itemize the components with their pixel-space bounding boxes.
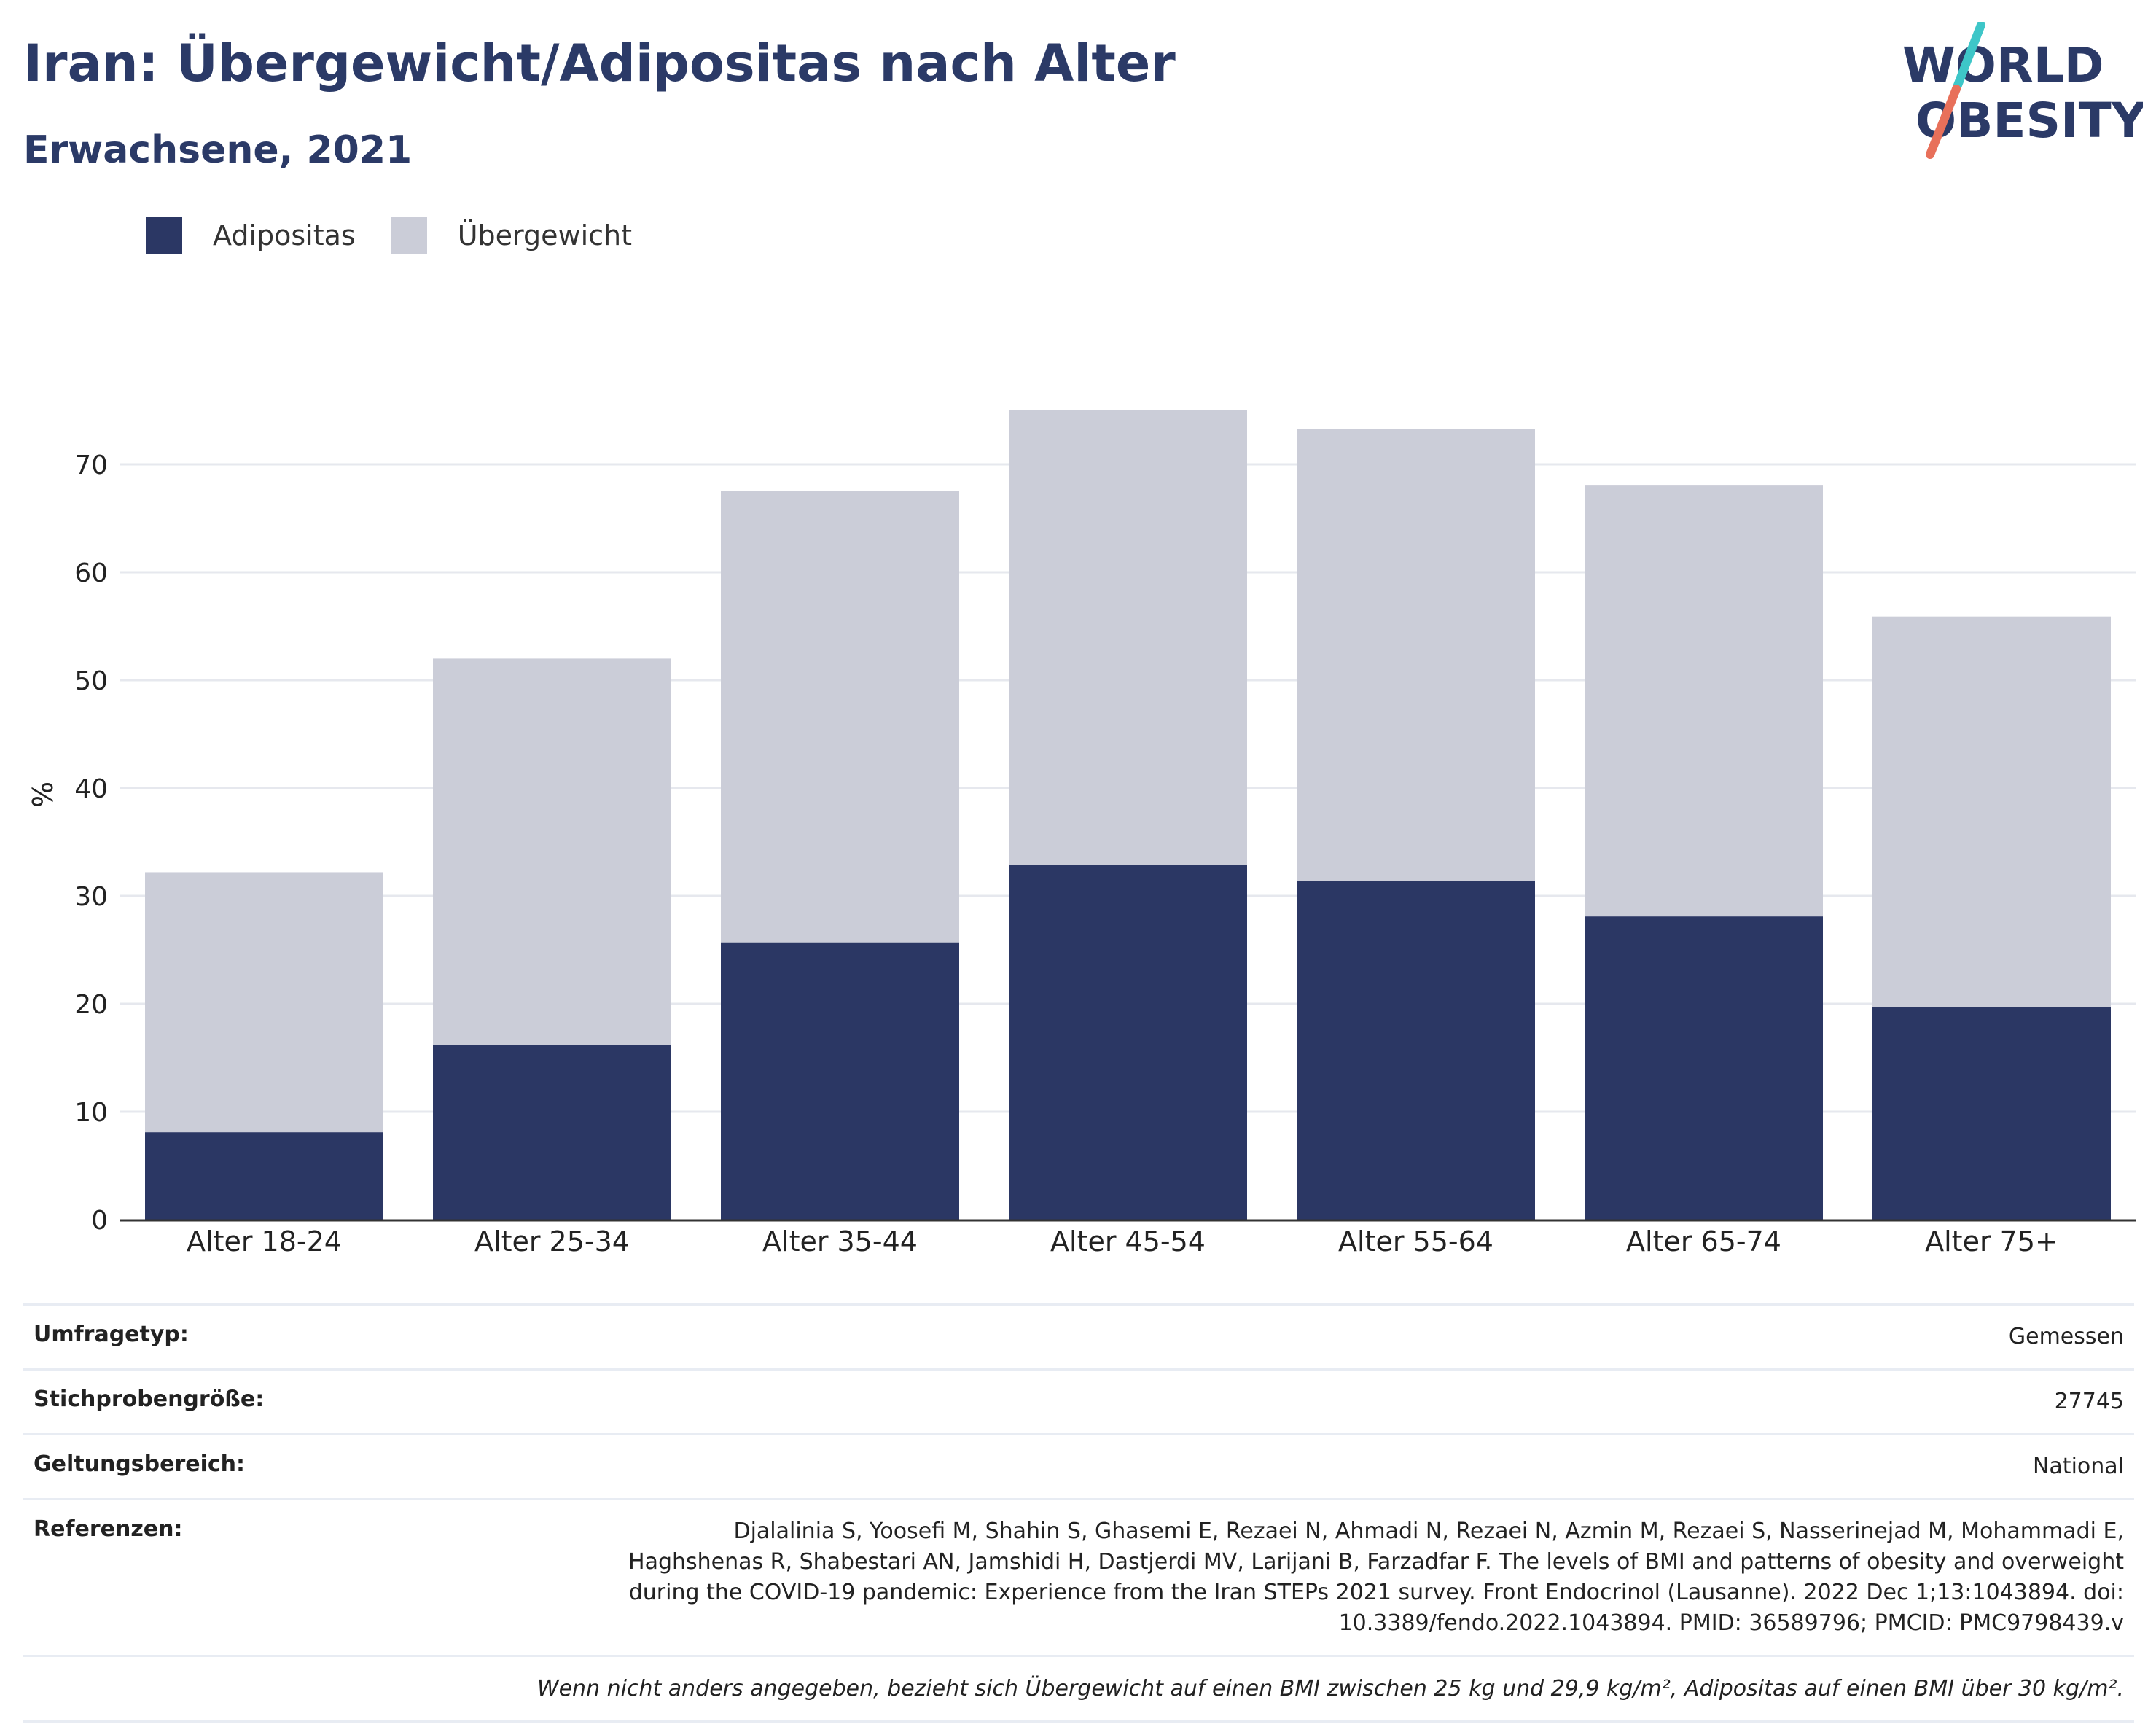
bar-uebergewicht[interactable]	[721, 491, 959, 943]
metadata-key: Geltungsbereich:	[34, 1451, 246, 1477]
x-tick-label: Alter 35-44	[762, 1225, 918, 1258]
x-tick-label: Alter 45-54	[1050, 1225, 1206, 1258]
y-tick-label: 30	[74, 882, 108, 912]
y-tick-label: 20	[74, 990, 108, 1020]
metadata-row: Umfragetyp: Gemessen	[23, 1303, 2134, 1368]
legend-item-uebergewicht[interactable]: Übergewicht	[390, 217, 632, 254]
bar-adipositas[interactable]	[721, 942, 959, 1220]
x-tick-label: Alter 55-64	[1338, 1225, 1493, 1258]
bar-uebergewicht[interactable]	[145, 872, 383, 1133]
logo-slash-top	[1952, 22, 1985, 93]
logo-slash-bottom	[1926, 85, 1961, 159]
bar-uebergewicht[interactable]	[1009, 410, 1247, 865]
y-tick-label: 40	[74, 774, 108, 804]
bar-adipositas[interactable]	[1297, 881, 1535, 1220]
bar-adipositas[interactable]	[1009, 865, 1247, 1220]
metadata-key: Umfragetyp:	[34, 1322, 189, 1347]
legend-label-uebergewicht: Übergewicht	[457, 219, 632, 252]
metadata-value: National	[2032, 1454, 2124, 1479]
metadata-value: Gemessen	[2008, 1324, 2124, 1349]
x-tick-label: Alter 25-34	[474, 1225, 630, 1258]
legend-label-adipositas: Adipositas	[213, 219, 356, 252]
chart-title: Iran: Übergewicht/Adipositas nach Alter	[23, 34, 1176, 93]
chart-legend: Adipositas Übergewicht	[146, 217, 667, 254]
legend-item-adipositas[interactable]: Adipositas	[146, 217, 356, 254]
world-obesity-logo: WORLD OBESITY	[1902, 22, 2143, 159]
y-tick-label: 0	[91, 1206, 108, 1236]
metadata-table: Umfragetyp: Gemessen Stichprobengröße: 2774…	[23, 1303, 2134, 1723]
metadata-key: Referenzen:	[34, 1516, 183, 1542]
bar-chart: 0 10 20 30 40 50 60 70 Alter 18-24 Alter 25-34 Alt…	[27, 410, 2136, 1258]
bar-uebergewicht[interactable]	[433, 658, 671, 1045]
metadata-row: Geltungsbereich: National	[23, 1433, 2134, 1498]
bar-uebergewicht[interactable]	[1872, 616, 2111, 1007]
logo-line1: WORLD	[1902, 37, 2104, 93]
y-tick-label: 70	[74, 451, 108, 480]
y-tick-label: 50	[74, 666, 108, 696]
legend-swatch-adipositas	[146, 217, 182, 254]
bars	[145, 410, 2111, 1220]
metadata-row: Referenzen: Djalalinia S, Yoosefi M, Shah…	[23, 1498, 2134, 1655]
chart-subtitle: Erwachsene, 2021	[23, 128, 413, 172]
metadata-row: Stichprobengröße: 27745	[23, 1368, 2134, 1433]
bar-uebergewicht[interactable]	[1585, 485, 1823, 917]
legend-swatch-uebergewicht	[390, 217, 427, 254]
bar-adipositas[interactable]	[1585, 916, 1823, 1220]
bar-adipositas[interactable]	[1872, 1007, 2111, 1220]
metadata-key: Stichprobengröße:	[34, 1387, 265, 1412]
x-tick-label: Alter 75+	[1925, 1225, 2058, 1258]
bar-adipositas[interactable]	[145, 1132, 383, 1220]
definition-note: Wenn nicht anders angegeben, bezieht sic…	[23, 1655, 2134, 1723]
y-tick-label: 60	[74, 558, 108, 588]
metadata-value: Djalalinia S, Yoosefi M, Shahin S, Ghase…	[628, 1518, 2124, 1636]
x-tick-label: Alter 65-74	[1626, 1225, 1781, 1258]
x-tick-label: Alter 18-24	[187, 1225, 342, 1258]
axes: 0 10 20 30 40 50 60 70 Alter 18-24 Alter 25-34 Alt…	[74, 451, 2136, 1258]
metadata-value: 27745	[2054, 1389, 2124, 1414]
bar-uebergewicht[interactable]	[1297, 429, 1535, 881]
y-axis-label: %	[27, 781, 59, 808]
y-tick-label: 10	[74, 1098, 108, 1128]
bar-adipositas[interactable]	[433, 1045, 671, 1220]
